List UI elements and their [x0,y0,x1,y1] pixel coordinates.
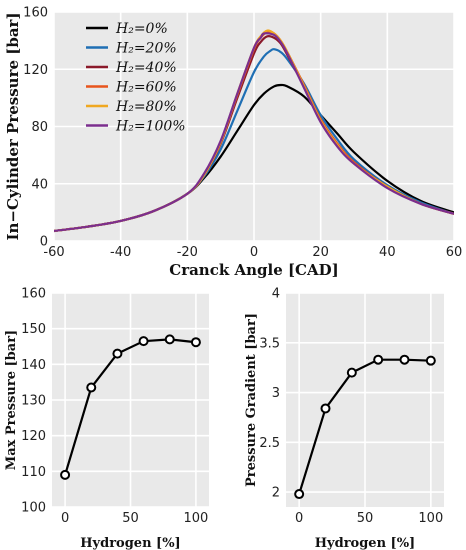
x-tick-label: 0 [61,511,69,526]
x-tick-labels: 0 50 100 [295,511,443,526]
x-tick-labels: -60 -40 -20 0 20 40 60 [43,245,462,260]
y-tick-label: 2 [272,486,280,501]
data-point [373,354,384,365]
legend-entry: H₂=40% [115,60,177,76]
y-tick-labels: 100 110 120 130 140 150 160 [21,287,46,516]
data-point [60,469,71,480]
legend: H₂=0% H₂=20% H₂=40% H₂=60% H₂=80% H₂=100% [86,21,186,135]
x-axis-label: Hydrogen [%] [315,536,415,550]
y-tick-label: 110 [21,465,46,480]
series-group [54,29,454,233]
data-point [294,489,305,500]
x-tick-label: 50 [357,511,374,526]
y-tick-label: 120 [21,429,46,444]
data-point [86,382,97,393]
grid [53,11,455,242]
data-point [164,334,175,345]
y-axis-label: Max Pressure [bar] [4,330,19,470]
legend-entry: H₂=20% [115,41,177,57]
y-tick-label: 40 [31,177,48,192]
y-tick-label: 100 [21,501,46,516]
chart-max-pressure: 0 50 100 100 110 120 130 140 150 160 Hydrogen [%… [4,287,209,550]
y-axis-label: In−Cylinder Pressure [bar] [4,12,22,240]
x-tick-label: 0 [295,511,303,526]
data-point [425,355,436,366]
y-tick-labels: 2 2.5 3 3.5 4 [259,287,280,501]
x-tick-label: 40 [379,245,396,260]
data-point [190,337,201,348]
y-tick-label: 150 [21,322,46,337]
y-tick-label: 140 [21,358,46,373]
legend-entry: H₂=100% [115,119,186,135]
series-group [294,354,436,500]
y-tick-label: 130 [21,394,46,409]
x-axis-label: Hydrogen [%] [80,536,180,550]
x-tick-label: 100 [184,511,209,526]
x-tick-label: -40 [110,245,131,260]
y-tick-label: 2.5 [259,436,280,451]
y-tick-label: 80 [31,120,48,135]
y-axis-label: Pressure Gradient [bar] [244,313,259,487]
x-tick-label: 0 [250,245,258,260]
y-tick-label: 3 [272,386,280,401]
data-point [112,348,123,359]
legend-entry: H₂=80% [115,99,177,115]
x-tick-label: 50 [122,511,139,526]
grid [52,292,209,508]
data-point [399,354,410,365]
grid [286,292,444,507]
y-tick-label: 3.5 [259,336,280,351]
legend-entry: H₂=0% [115,21,168,37]
data-point [320,403,331,414]
legend-entry: H₂=60% [115,80,177,96]
y-tick-label: 120 [23,63,48,78]
chart-pressure-gradient: 0 50 100 2 2.5 3 3.5 4 Hydrogen [%] Pressure G… [244,287,444,550]
y-tick-label: 0 [40,235,48,250]
x-tick-label: -60 [43,245,64,260]
series-line-5 [54,32,454,233]
data-point [138,336,149,347]
x-tick-label: -20 [177,245,198,260]
y-tick-label: 160 [21,287,46,302]
chart-pressure-vs-crank-angle: -60 -40 -20 0 20 40 60 0 40 80 120 160 H₂=0% H₂=20%… [4,6,462,280]
x-axis-label: Cranck Angle [CAD] [169,261,339,279]
y-tick-label: 160 [23,6,48,21]
y-tick-label: 4 [272,287,280,302]
x-tick-label: 60 [446,245,463,260]
series-group [60,334,201,480]
x-tick-labels: 0 50 100 [61,511,208,526]
y-tick-labels: 0 40 80 120 160 [23,6,48,250]
data-point [346,367,357,378]
x-tick-label: 20 [312,245,329,260]
x-tick-label: 100 [418,511,443,526]
